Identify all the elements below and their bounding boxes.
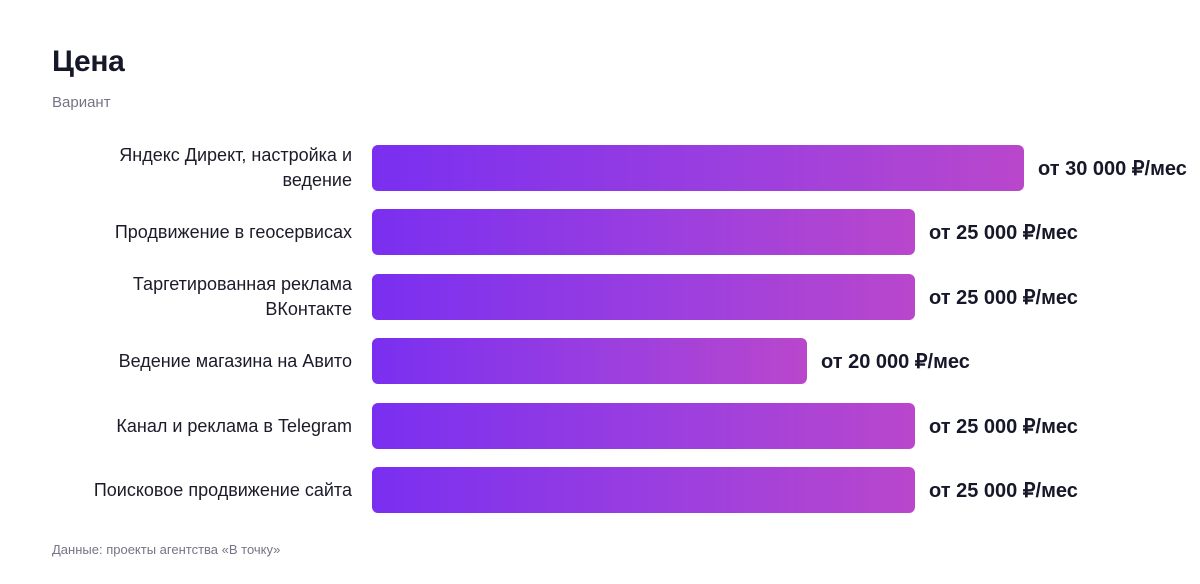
category-label: Таргетированная реклама ВКонтакте — [132, 274, 352, 319]
value-label: от 25 000 ₽/мес — [929, 415, 1078, 438]
source-note: Данные: проекты агентства «В точку» — [52, 542, 281, 557]
value-label: от 20 000 ₽/мес — [821, 350, 970, 373]
bar-row: Продвижение в геосервисах от 25 000 ₽/мес — [0, 209, 1200, 255]
chart-subtitle: Вариант — [52, 94, 111, 111]
value-label: от 25 000 ₽/мес — [929, 286, 1078, 309]
category-label: Яндекс Директ, настройка и ведение — [119, 145, 352, 190]
bar — [372, 209, 915, 255]
bar — [372, 403, 915, 449]
category-label: Поисковое продвижение сайта — [93, 479, 352, 500]
bar-row: Ведение магазина на Авито от 20 000 ₽/мес — [0, 338, 1200, 384]
bar-row: Таргетированная реклама ВКонтакте от 25 0… — [0, 274, 1200, 320]
bar-row: Поисковое продвижение сайта от 25 000 ₽/м… — [0, 467, 1200, 513]
bar — [372, 145, 1024, 191]
bar-row: Канал и реклама в Telegram от 25 000 ₽/ме… — [0, 403, 1200, 449]
category-label: Ведение магазина на Авито — [118, 350, 352, 371]
value-label: от 30 000 ₽/мес — [1038, 157, 1187, 180]
category-label: Продвижение в геосервисах — [114, 221, 352, 242]
value-label: от 25 000 ₽/мес — [929, 479, 1078, 502]
value-label: от 25 000 ₽/мес — [929, 221, 1078, 244]
bar — [372, 338, 807, 384]
chart-title: Цена — [52, 45, 125, 78]
bar — [372, 274, 915, 320]
bar — [372, 467, 915, 513]
category-label: Канал и реклама в Telegram — [116, 415, 352, 436]
bar-row: Яндекс Директ, настройка и ведение от 30 … — [0, 145, 1200, 191]
